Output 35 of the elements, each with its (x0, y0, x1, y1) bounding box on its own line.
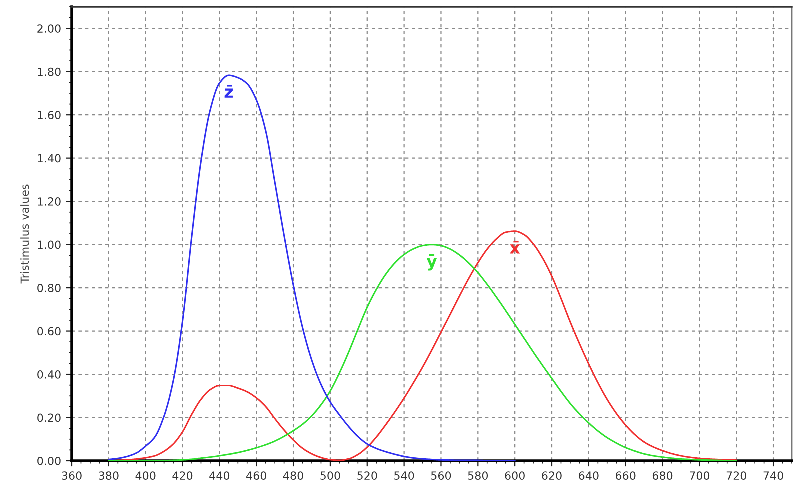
x-tick-label: 600 (505, 472, 525, 480)
x-tick-label: 380 (99, 472, 119, 480)
x-tick-label: 720 (726, 472, 746, 480)
y-tick-label: 1.20 (38, 198, 61, 206)
y-tick-label: 0.40 (38, 370, 61, 379)
y-tick-label: 2.00 (38, 24, 61, 33)
series-label: x̄ (510, 241, 520, 254)
y-tick-label: 0.20 (38, 414, 61, 422)
x-tick-label: 460 (246, 472, 266, 480)
x-tick-label: 700 (690, 472, 710, 480)
x-tick-label: 620 (542, 472, 562, 480)
x-tick-label: 560 (431, 472, 452, 480)
x-tick-label: 440 (210, 472, 230, 480)
x-tick-label: 420 (172, 472, 193, 480)
y-tick-label: 0.60 (38, 327, 61, 336)
x-tick-label: 580 (468, 472, 488, 480)
series-label: z̄ (224, 85, 233, 98)
x-tick-label: 480 (283, 472, 304, 480)
x-tick-label: 640 (579, 472, 599, 480)
x-tick-label: 360 (62, 472, 82, 480)
y-tick-label: 1.60 (38, 111, 61, 120)
x-tick-label: 400 (136, 472, 156, 480)
y-tick-label: 1.40 (38, 154, 61, 163)
y-tick-label: 0.00 (38, 456, 61, 466)
y-tick-label: 1.80 (38, 68, 61, 76)
series-label: ȳ (426, 254, 438, 271)
y-axis-title: Tristimulus values (20, 184, 30, 284)
y-tick-label: 0.80 (38, 284, 61, 292)
y-tick-label: 1.00 (38, 240, 61, 250)
x-tick-label: 680 (652, 472, 673, 480)
x-tick-label: 660 (616, 472, 636, 480)
x-tick-label: 500 (320, 472, 340, 480)
x-tick-label: 540 (394, 472, 414, 480)
x-tick-label: 740 (764, 472, 784, 480)
x-tick-label: 520 (358, 472, 378, 480)
